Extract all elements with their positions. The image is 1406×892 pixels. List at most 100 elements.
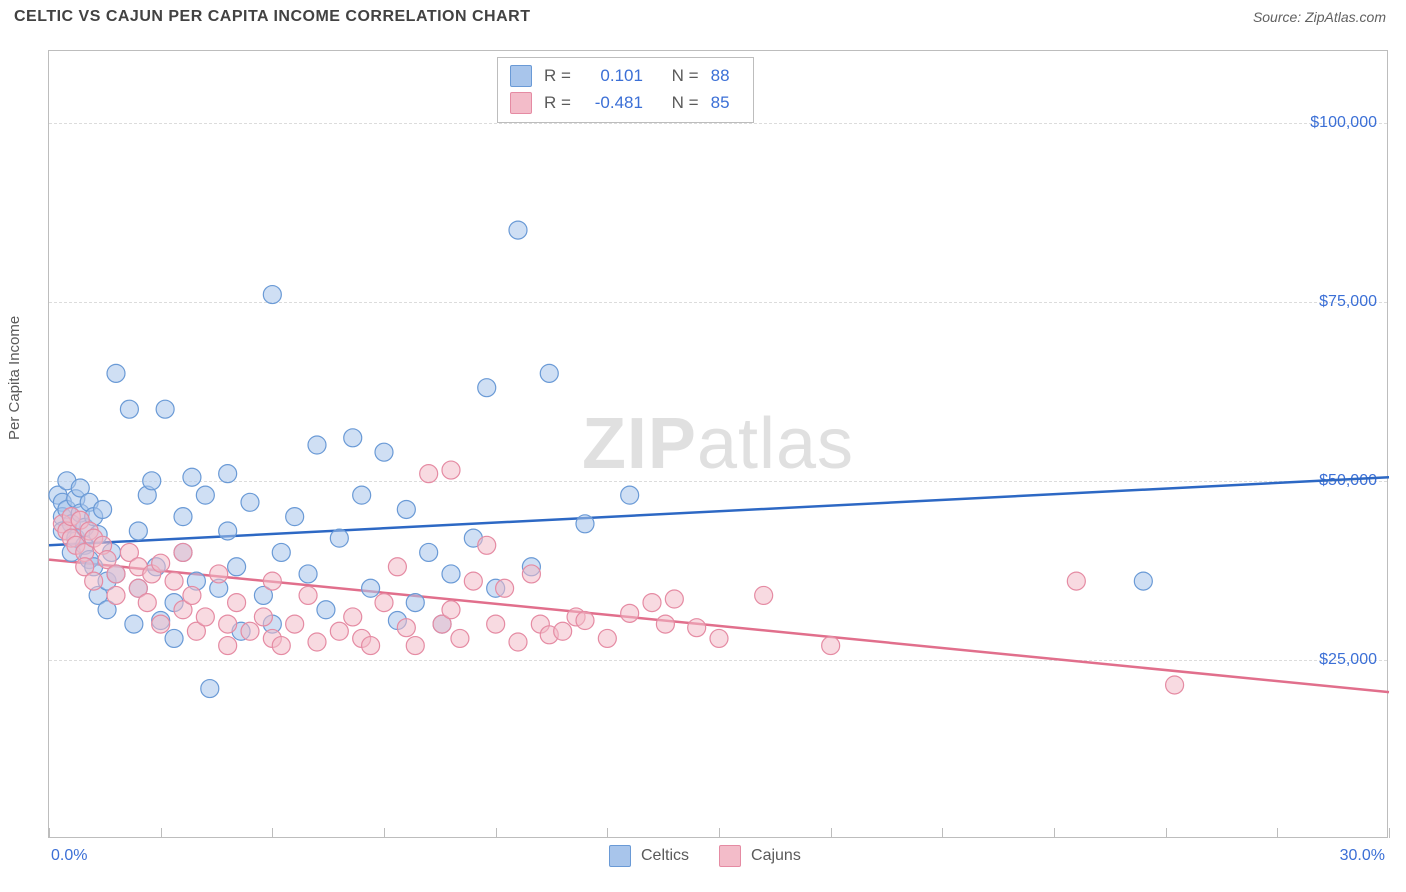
data-point bbox=[138, 594, 156, 612]
data-point bbox=[442, 601, 460, 619]
data-point bbox=[665, 590, 683, 608]
data-point bbox=[107, 364, 125, 382]
n-value-0: 88 bbox=[711, 62, 741, 89]
data-point bbox=[540, 364, 558, 382]
data-point bbox=[308, 633, 326, 651]
data-point bbox=[478, 536, 496, 554]
x-tick bbox=[607, 828, 608, 838]
data-point bbox=[219, 465, 237, 483]
x-tick bbox=[384, 828, 385, 838]
data-point bbox=[442, 461, 460, 479]
data-point bbox=[375, 594, 393, 612]
data-point bbox=[196, 486, 214, 504]
r-value-0: 0.101 bbox=[583, 62, 643, 89]
data-point bbox=[1166, 676, 1184, 694]
data-point bbox=[344, 608, 362, 626]
data-point bbox=[576, 515, 594, 533]
data-point bbox=[107, 586, 125, 604]
data-point bbox=[254, 608, 272, 626]
data-point bbox=[183, 586, 201, 604]
data-point bbox=[201, 680, 219, 698]
data-point bbox=[174, 508, 192, 526]
data-point bbox=[272, 637, 290, 655]
data-point bbox=[125, 615, 143, 633]
data-point bbox=[478, 379, 496, 397]
data-point bbox=[174, 543, 192, 561]
data-point bbox=[219, 615, 237, 633]
data-point bbox=[353, 486, 371, 504]
swatch-series-0 bbox=[510, 65, 532, 87]
data-point bbox=[643, 594, 661, 612]
swatch-series-1 bbox=[510, 92, 532, 114]
data-point bbox=[286, 508, 304, 526]
chart-plot-area: ZIPatlas $25,000$50,000$75,000$100,000 R… bbox=[48, 50, 1388, 838]
data-point bbox=[129, 522, 147, 540]
data-point bbox=[344, 429, 362, 447]
data-point bbox=[330, 622, 348, 640]
x-tick bbox=[161, 828, 162, 838]
data-point bbox=[656, 615, 674, 633]
x-tick bbox=[1166, 828, 1167, 838]
data-point bbox=[241, 493, 259, 511]
data-point bbox=[107, 565, 125, 583]
data-point bbox=[487, 615, 505, 633]
data-point bbox=[152, 615, 170, 633]
data-point bbox=[165, 629, 183, 647]
data-point bbox=[451, 629, 469, 647]
x-tick bbox=[49, 828, 50, 838]
data-point bbox=[286, 615, 304, 633]
stats-row-series-1: R = -0.481 N = 85 bbox=[510, 89, 741, 116]
data-point bbox=[688, 619, 706, 637]
data-point bbox=[272, 543, 290, 561]
legend-item-0: Celtics bbox=[609, 845, 689, 867]
chart-source: Source: ZipAtlas.com bbox=[1253, 9, 1386, 25]
data-point bbox=[228, 594, 246, 612]
data-point bbox=[263, 286, 281, 304]
legend-label-0: Celtics bbox=[641, 847, 689, 865]
data-point bbox=[241, 622, 259, 640]
x-tick bbox=[1277, 828, 1278, 838]
data-point bbox=[299, 565, 317, 583]
r-label-1: R = bbox=[544, 89, 571, 116]
chart-title: CELTIC VS CAJUN PER CAPITA INCOME CORREL… bbox=[14, 8, 530, 26]
data-point bbox=[196, 608, 214, 626]
data-point bbox=[710, 629, 728, 647]
data-point bbox=[464, 572, 482, 590]
x-tick bbox=[831, 828, 832, 838]
data-point bbox=[522, 565, 540, 583]
correlation-stats-box: R = 0.101 N = 88 R = -0.481 N = 85 bbox=[497, 57, 754, 123]
n-value-1: 85 bbox=[711, 89, 741, 116]
data-point bbox=[330, 529, 348, 547]
n-label-0: N = bbox=[672, 62, 699, 89]
x-axis-min-label: 0.0% bbox=[51, 847, 87, 865]
stats-row-series-0: R = 0.101 N = 88 bbox=[510, 62, 741, 89]
data-point bbox=[576, 612, 594, 630]
data-point bbox=[263, 572, 281, 590]
data-point bbox=[406, 637, 424, 655]
data-point bbox=[317, 601, 335, 619]
data-point bbox=[388, 558, 406, 576]
scatter-svg bbox=[49, 51, 1387, 837]
data-point bbox=[621, 604, 639, 622]
chart-header: CELTIC VS CAJUN PER CAPITA INCOME CORREL… bbox=[0, 0, 1406, 30]
data-point bbox=[442, 565, 460, 583]
legend-swatch-0 bbox=[609, 845, 631, 867]
data-point bbox=[183, 468, 201, 486]
r-value-1: -0.481 bbox=[583, 89, 643, 116]
data-point bbox=[509, 633, 527, 651]
x-tick bbox=[272, 828, 273, 838]
data-point bbox=[165, 572, 183, 590]
data-point bbox=[406, 594, 424, 612]
legend-swatch-1 bbox=[719, 845, 741, 867]
y-axis-label: Per Capita Income bbox=[6, 316, 23, 440]
data-point bbox=[554, 622, 572, 640]
x-tick bbox=[496, 828, 497, 838]
data-point bbox=[143, 472, 161, 490]
data-point bbox=[822, 637, 840, 655]
data-point bbox=[375, 443, 393, 461]
x-tick bbox=[942, 828, 943, 838]
data-point bbox=[496, 579, 514, 597]
data-point bbox=[152, 554, 170, 572]
data-point bbox=[362, 579, 380, 597]
data-point bbox=[420, 465, 438, 483]
